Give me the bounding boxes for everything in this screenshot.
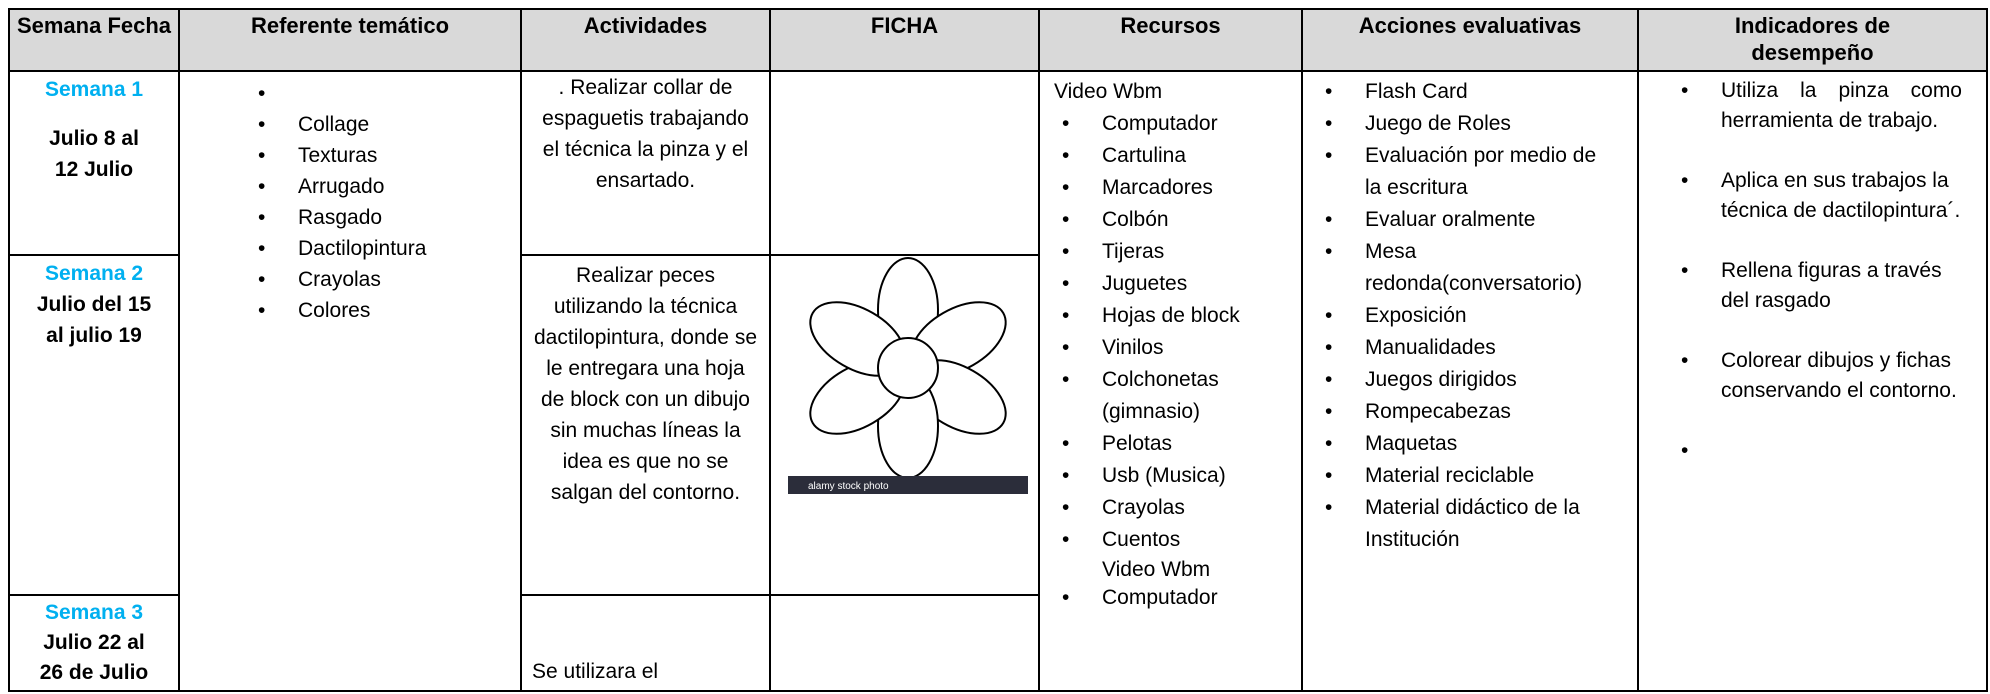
indicators-cell: Utiliza la pinza como herramienta de tra…	[1637, 70, 1988, 692]
evaluation-item: Rompecabezas	[1325, 396, 1617, 428]
header-text: Actividades	[583, 13, 708, 38]
resource-item: Pelotas	[1062, 428, 1297, 460]
week-cell: Semana 3 Julio 22 al 26 de Julio	[8, 594, 180, 692]
indicators-list: Utiliza la pinza como herramienta de tra…	[1681, 76, 1962, 466]
resource-item: Marcadores	[1062, 172, 1297, 204]
activity-text: . Realizar collar de espaguetis trabajan…	[542, 76, 749, 192]
resource-item: Tijeras	[1062, 236, 1297, 268]
week-dates: 26 de Julio	[39, 661, 149, 684]
flower-image: alamy stock photo	[788, 256, 1028, 496]
week-cell: Semana 2 Julio del 15 al julio 19	[8, 254, 180, 596]
resource-continuation: Video Wbm	[1102, 558, 1211, 581]
week-dates: Julio 8 al	[49, 127, 139, 150]
header-text: FICHA	[870, 13, 939, 38]
header-cell: Acciones evaluativas	[1301, 8, 1639, 72]
week-label: Semana 2	[44, 262, 144, 285]
week-dates: Julio del 15	[36, 293, 152, 316]
resource-item: Juguetes	[1062, 268, 1297, 300]
resource-item: Computador	[1062, 108, 1297, 140]
flower	[809, 257, 1007, 479]
resource-item: Hojas de block	[1062, 300, 1297, 332]
evaluations-list: Flash CardJuego de RolesEvaluación por m…	[1325, 76, 1617, 556]
resource-item: Usb (Musica)	[1062, 460, 1297, 492]
indicator-item: Aplica en sus trabajos la técnica de dac…	[1681, 166, 1962, 226]
resources-list: Computador	[1054, 584, 1297, 612]
theme-item: Collage	[258, 109, 520, 140]
header-cell: Indicadores de desempeño	[1637, 8, 1988, 72]
indicator-item: Utiliza la pinza como herramienta de tra…	[1681, 76, 1962, 136]
week-cell: Semana 1 Julio 8 al 12 Julio	[8, 70, 180, 256]
resource-item: Vinilos	[1062, 332, 1297, 364]
activity-text: Realizar peces utilizando la técnica dac…	[534, 264, 757, 504]
week-label: Semana 1	[44, 78, 144, 101]
evaluation-item: Juegos dirigidos	[1325, 364, 1617, 396]
resources-cell: Video Wbm ComputadorCartulinaMarcadoresC…	[1038, 70, 1303, 692]
week-dates: Julio 22 al	[43, 631, 145, 654]
activity-text: Se utilizara el	[532, 660, 659, 683]
evaluation-item: Material didáctico de la Institución	[1325, 492, 1617, 556]
evaluation-item: Flash Card	[1325, 76, 1617, 108]
evaluation-item: Evaluar oralmente	[1325, 204, 1617, 236]
watermark-bar	[788, 476, 1028, 494]
ficha-cell	[769, 70, 1040, 256]
resource-item: Crayolas	[1062, 492, 1297, 524]
evaluation-item: Exposición	[1325, 300, 1617, 332]
resources-list: ComputadorCartulinaMarcadoresColbónTijer…	[1054, 108, 1297, 556]
empty-bullet	[1681, 436, 1962, 466]
indicator-item: Rellena figuras a través del rasgado	[1681, 256, 1962, 316]
themes-cell: CollageTexturasArrugadoRasgadoDactilopin…	[178, 70, 522, 692]
evaluation-item: Mesa redonda(conversatorio)	[1325, 236, 1617, 300]
week-dates: al julio 19	[46, 324, 142, 347]
theme-item: Crayolas	[258, 264, 520, 295]
evaluation-item: Material reciclable	[1325, 460, 1617, 492]
resource-item: Colbón	[1062, 204, 1297, 236]
resource-item: Colchonetas (gimnasio)	[1062, 364, 1297, 428]
week-dates: 12 Julio	[54, 158, 134, 181]
header-text: Recursos	[1120, 13, 1221, 38]
resource-item: Cartulina	[1062, 140, 1297, 172]
header-text: Acciones evaluativas	[1358, 13, 1582, 38]
themes-list: CollageTexturasArrugadoRasgadoDactilopin…	[258, 78, 520, 326]
header-cell: Referente temático	[178, 8, 522, 72]
empty-bullet	[258, 78, 520, 109]
evaluation-item: Juego de Roles	[1325, 108, 1617, 140]
ficha-cell	[769, 594, 1040, 692]
evaluations-cell: Flash CardJuego de RolesEvaluación por m…	[1301, 70, 1639, 692]
evaluation-item: Evaluación por medio de la escritura	[1325, 140, 1617, 204]
theme-item: Colores	[258, 295, 520, 326]
header-cell: Semana Fecha	[8, 8, 180, 72]
header-cell: Actividades	[520, 8, 771, 72]
header-cell: Recursos	[1038, 8, 1303, 72]
indicator-item: Colorear dibujos y fichas conservando el…	[1681, 346, 1962, 406]
ficha-cell: alamy stock photo	[769, 254, 1040, 596]
theme-item: Dactilopintura	[258, 233, 520, 264]
theme-item: Texturas	[258, 140, 520, 171]
resource-item: Cuentos	[1062, 524, 1297, 556]
watermark-text: alamy stock photo	[808, 481, 889, 492]
header-text: Referente temático	[250, 13, 450, 38]
header-cell: FICHA	[769, 8, 1040, 72]
evaluation-item: Maquetas	[1325, 428, 1617, 460]
activity-cell: . Realizar collar de espaguetis trabajan…	[520, 70, 771, 256]
activity-cell: Se utilizara el	[520, 594, 771, 692]
header-text: Indicadores de desempeño	[1734, 13, 1891, 65]
activity-cell: Realizar peces utilizando la técnica dac…	[520, 254, 771, 596]
theme-item: Rasgado	[258, 202, 520, 233]
theme-item: Arrugado	[258, 171, 520, 202]
week-label: Semana 3	[44, 601, 144, 624]
resource-intro: Video Wbm	[1054, 80, 1163, 103]
resource-item: Computador	[1062, 584, 1297, 612]
evaluation-item: Manualidades	[1325, 332, 1617, 364]
header-text: Semana Fecha	[16, 13, 172, 38]
